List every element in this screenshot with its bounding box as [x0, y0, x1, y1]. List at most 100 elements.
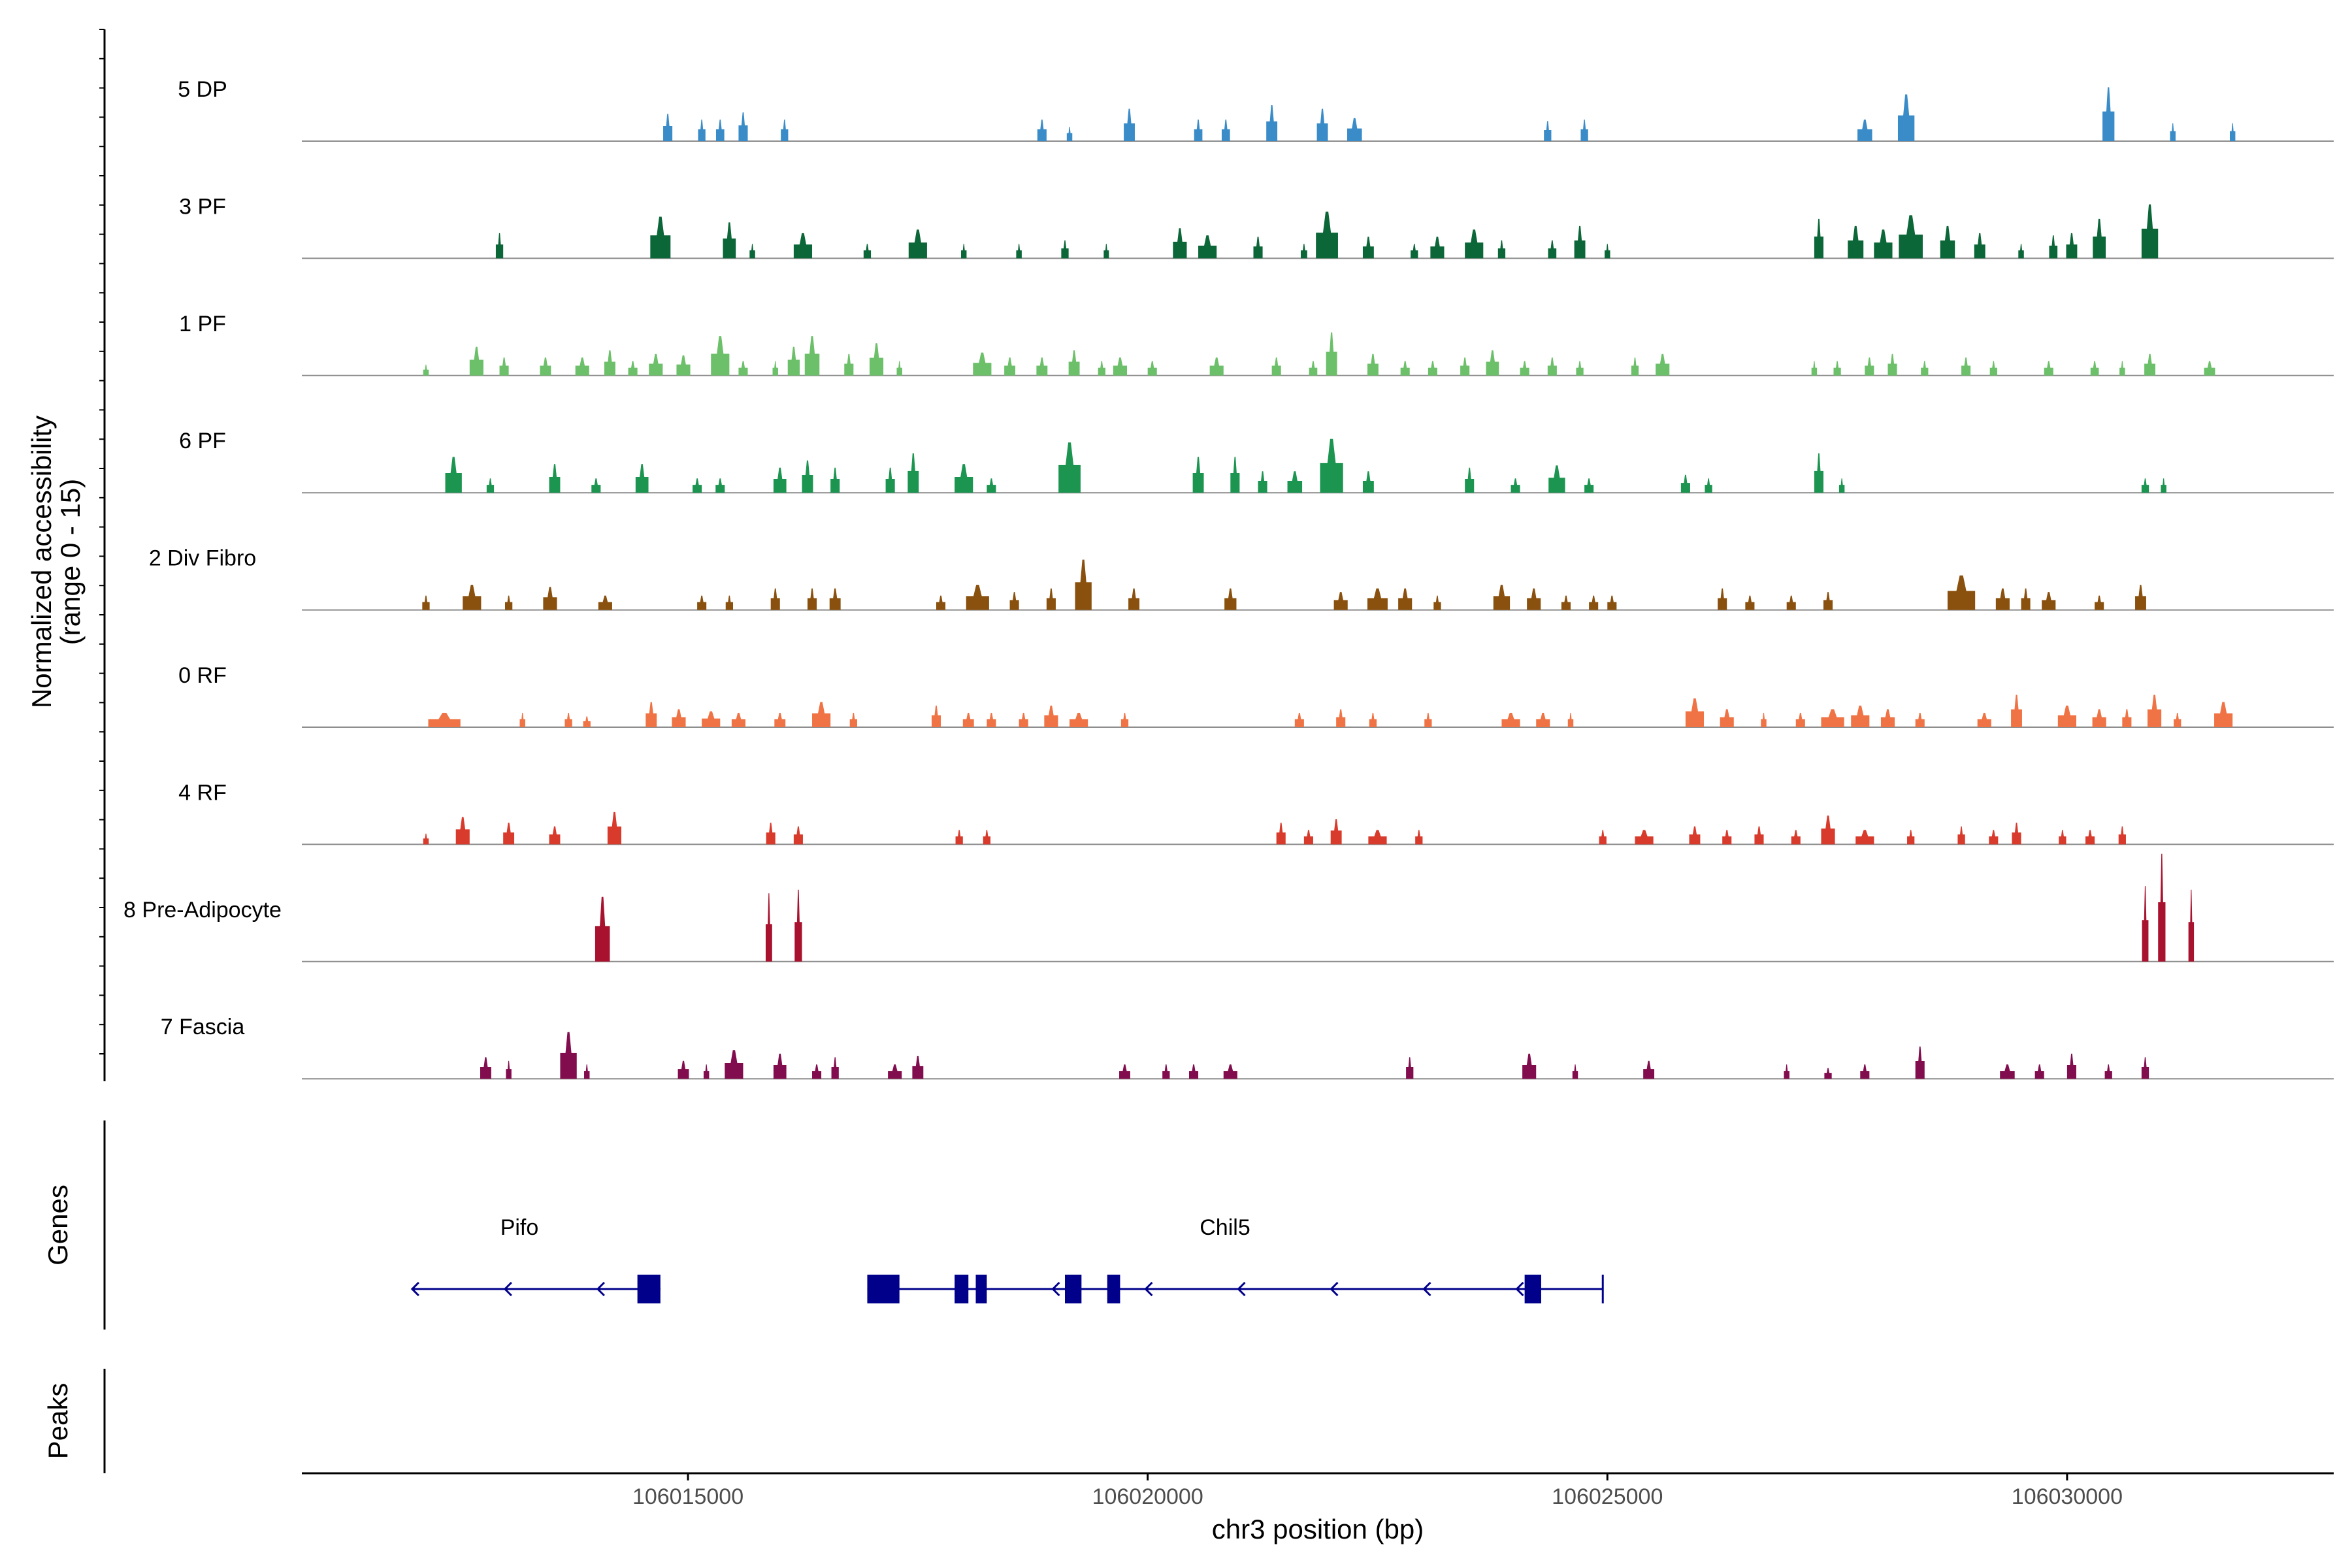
x-tick-label: 106030000 — [2012, 1484, 2123, 1509]
coverage-peak — [960, 244, 967, 259]
coverage-peak — [1009, 592, 1019, 610]
coverage-peak — [1605, 244, 1610, 259]
x-axis-title: chr3 position (bp) — [1212, 1514, 1424, 1544]
coverage-peak — [1547, 357, 1557, 376]
coverage-peak — [830, 467, 840, 493]
coverage-peak — [1722, 830, 1732, 845]
gene-label: Chil5 — [1200, 1215, 1250, 1240]
coverage-peak — [2188, 889, 2195, 962]
coverage-peak — [678, 1060, 689, 1079]
coverage-peak — [812, 702, 831, 727]
coverage-peak — [519, 713, 525, 727]
coverage-peak — [2066, 1053, 2076, 1079]
gene-label: Pifo — [500, 1215, 539, 1240]
track-4: 2 Div Fibro — [149, 546, 2334, 611]
coverage-peak — [1120, 713, 1129, 727]
coverage-peak — [936, 595, 946, 610]
coverage-peak — [428, 713, 461, 727]
coverage-peak — [1957, 826, 1965, 845]
coverage-peak — [711, 336, 730, 376]
coverage-peak — [1680, 474, 1690, 493]
coverage-peak — [781, 120, 789, 141]
coverage-peak — [1705, 478, 1712, 493]
coverage-peak — [2104, 1064, 2112, 1079]
coverage-peak — [2135, 585, 2146, 610]
coverage-peak — [1019, 713, 1028, 727]
coverage-peak — [1044, 706, 1058, 727]
coverage-tracks: 5 DP 3 PF 1 PF 6 PF 2 Div Fibro 0 RF 4 RF 8 Pre… — [123, 77, 2334, 1080]
coverage-peak — [1576, 361, 1584, 376]
strand-arrow — [1051, 1281, 1060, 1297]
coverage-peak — [540, 357, 551, 376]
track-2: 1 PF — [179, 312, 2334, 376]
coverage-peak — [1037, 120, 1047, 141]
coverage-peak — [1336, 709, 1346, 727]
coverage-peak — [1347, 118, 1362, 141]
coverage-peak — [1433, 595, 1441, 610]
coverage-peak — [931, 706, 941, 727]
coverage-peak — [1330, 819, 1342, 845]
coverage-peak — [1833, 361, 1841, 376]
track-label: 7 Fascia — [161, 1015, 245, 1039]
coverage-peak — [1198, 235, 1217, 259]
x-axis-ticks: 106015000 106020000 106025000 106030000 — [632, 1473, 2123, 1509]
coverage-peak — [1689, 826, 1701, 845]
strand-arrow — [1144, 1281, 1153, 1297]
track-label: 3 PF — [179, 194, 226, 219]
coverage-peak — [831, 1057, 839, 1079]
coverage-peak — [1411, 244, 1418, 259]
coverage-peak — [983, 830, 991, 845]
coverage-peak — [1294, 713, 1304, 727]
coverage-peak — [1814, 453, 1823, 493]
coverage-peak — [1548, 240, 1557, 259]
coverage-peak — [1897, 94, 1915, 141]
coverage-peak — [1333, 592, 1348, 610]
exon-block — [955, 1275, 969, 1303]
coverage-peak — [1995, 588, 2010, 610]
coverage-peak — [1511, 478, 1520, 493]
coverage-peak — [807, 588, 817, 610]
coverage-peak — [2092, 709, 2106, 727]
coverage-peak — [2095, 595, 2104, 610]
gene-chil5: Chil5 — [867, 1215, 1604, 1303]
coverage-peak — [1036, 357, 1048, 376]
coverage-peak — [2142, 886, 2149, 962]
coverage-peak — [715, 120, 725, 141]
coverage-peak — [650, 216, 671, 259]
coverage-peak — [595, 896, 610, 962]
coverage-peak — [973, 352, 992, 376]
coverage-peak — [1915, 1046, 1925, 1079]
coverage-peak — [1194, 120, 1203, 141]
genes-panel-title: Genes — [42, 1184, 73, 1266]
coverage-peak — [1607, 595, 1617, 610]
coverage-peak — [1287, 471, 1303, 493]
coverage-peak — [987, 713, 996, 727]
exon-block — [1107, 1275, 1120, 1303]
coverage-peak — [2066, 233, 2078, 259]
coverage-peak — [2214, 702, 2233, 727]
coverage-peak — [1465, 229, 1484, 259]
strand-arrow — [596, 1281, 605, 1297]
peaks-panel-title: Peaks — [42, 1383, 73, 1460]
coverage-peak — [1113, 357, 1127, 376]
coverage-peak — [1147, 361, 1157, 376]
coverage-peak — [1580, 120, 1588, 141]
coverage-peak — [829, 588, 841, 610]
track-8: 7 Fascia — [161, 1015, 2334, 1080]
coverage-peak — [1486, 350, 1499, 376]
coverage-peak — [628, 361, 638, 376]
coverage-peak — [698, 120, 706, 141]
coverage-peak — [1786, 595, 1796, 610]
coverage-peak — [1428, 361, 1437, 376]
coverage-peak — [1221, 120, 1230, 141]
coverage-peak — [1860, 1064, 1870, 1079]
coverage-peak — [1124, 108, 1135, 141]
track-label: 2 Div Fibro — [149, 546, 256, 571]
coverage-peak — [766, 823, 776, 845]
coverage-peak — [2090, 361, 2099, 376]
track-6: 4 RF — [178, 780, 2334, 845]
coverage-peak — [2158, 853, 2166, 962]
coverage-peak — [1572, 1064, 1578, 1079]
coverage-peak — [1070, 713, 1088, 727]
